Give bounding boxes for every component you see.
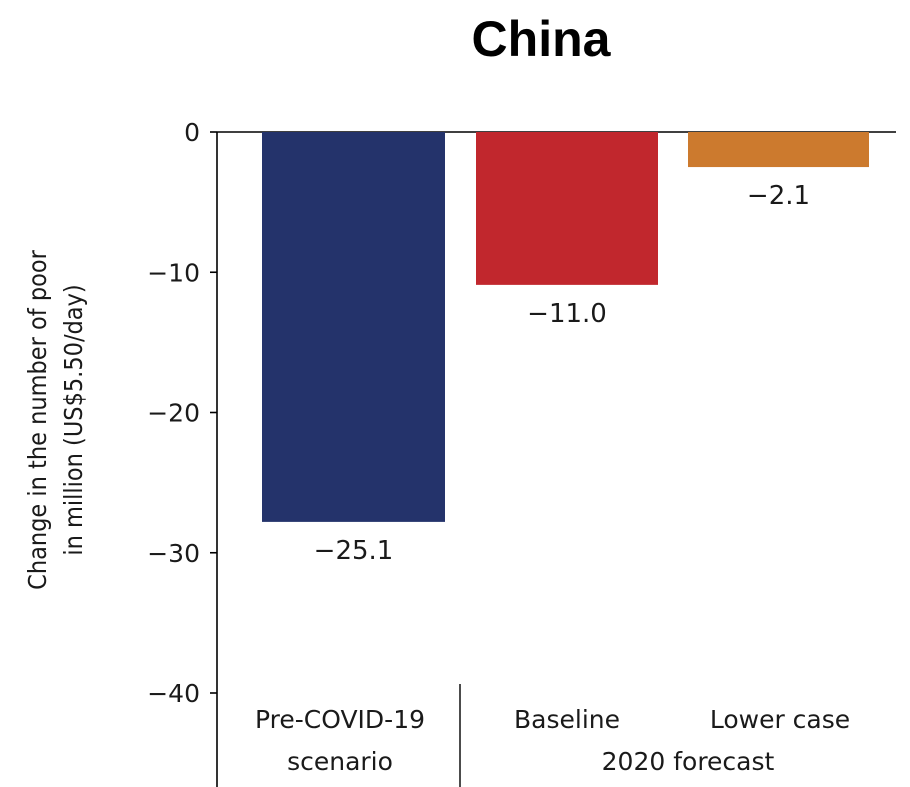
y-axis-label: Change in the number of poor in million …	[23, 249, 88, 590]
bar	[476, 132, 658, 285]
x-category-label: scenario	[287, 747, 393, 776]
y-tick-label: −20	[147, 399, 200, 428]
y-axis-label-line-1: Change in the number of poor	[23, 249, 52, 590]
data-label: −25.1	[314, 536, 394, 566]
y-tick-label: 0	[184, 118, 200, 147]
bar	[262, 132, 445, 522]
y-tick-label: −40	[147, 679, 200, 708]
x-category-label: Pre-COVID-19	[255, 705, 425, 734]
data-label: −2.1	[747, 181, 810, 211]
group-label: 2020 forecast	[602, 747, 775, 776]
y-tick-label: −10	[147, 258, 200, 287]
y-tick-label: −30	[147, 539, 200, 568]
data-label: −11.0	[527, 299, 607, 329]
x-category-label: Lower case	[710, 705, 850, 734]
y-axis-label-line-2: in million (US$5.50/day)	[59, 284, 88, 555]
chart-title: China	[472, 11, 612, 67]
x-category-label: Baseline	[514, 705, 620, 734]
x-axis: Pre-COVID-19 scenario Baseline Lower case 20…	[255, 684, 850, 787]
bar	[688, 132, 869, 167]
